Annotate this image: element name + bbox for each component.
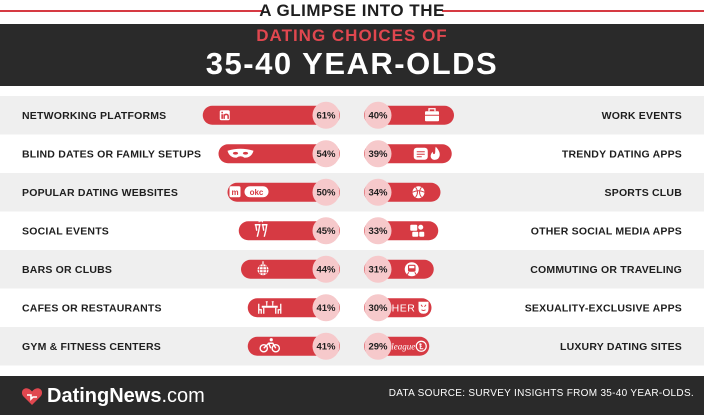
brand-main: DatingNews [47,384,162,407]
linkedin-icon [219,110,230,121]
right-row-2: 34% SPORTS CLUB [352,173,704,212]
value-bubble [364,140,392,168]
left-row-4: 44% BARS OR CLUBS [0,250,352,289]
left-row-2: 50% POPULAR DATING WEBSITES m okc [0,173,352,212]
heart-logo-icon [21,388,43,405]
ball-icon [412,186,425,199]
value-label: 39% [368,149,388,160]
mask-icon [227,148,254,158]
value-bubble [364,332,392,360]
value-bubble [312,255,340,283]
her-app-icon: HER [392,301,429,314]
value-label: 45% [316,226,336,237]
value-bubble [364,217,392,245]
bar [202,105,340,125]
category-label: SPORTS CLUB [605,187,683,199]
value-label: 31% [368,265,388,276]
subtitle: DATING CHOICES OF [256,26,448,45]
left-row-0: 61% NETWORKING PLATFORMS [0,96,352,135]
category-label: COMMUTING OR TRAVELING [530,264,682,276]
right-row-3: 33% OTHER SOCIAL MEDIA APPS [364,217,682,245]
category-label: OTHER SOCIAL MEDIA APPS [531,226,682,238]
right-row-0: 40% WORK EVENTS [352,96,704,135]
dating-sites-icon: m okc [229,186,269,198]
value-label: 44% [316,265,336,276]
value-label: 30% [368,303,388,314]
pretitle: A GLIMPSE INTO THE [259,1,445,20]
value-bubble [312,217,340,245]
category-label: BARS OR CLUBS [22,264,112,276]
brand-name: DatingNews.com [47,385,205,408]
value-label: 50% [316,188,336,199]
footer: DatingNews.com DATA SOURCE: SURVEY INSIG… [0,376,704,415]
value-label: 54% [316,149,336,160]
category-label: SEXUALITY-EXCLUSIVE APPS [525,303,682,315]
value-label: 40% [368,111,388,122]
value-bubble [364,294,392,322]
value-label: 61% [316,111,336,122]
value-bubble [312,140,340,168]
left-row-5: 41% CAFES OR RESTAURANTS [22,294,340,322]
category-label: LUXURY DATING SITES [560,341,682,353]
her-app-text: HER [392,302,416,314]
train-icon [404,262,419,277]
value-label: 41% [316,342,336,353]
value-label: 34% [368,188,388,199]
league-text: league [391,341,415,351]
the-league-icon: league [391,340,427,352]
cheers-icon [254,219,268,237]
dinner-table-icon [258,301,282,314]
title-banner: DATING CHOICES OF 35-40 YEAR-OLDS [0,24,704,86]
title-rule-left [0,10,262,12]
right-row-4: 31% COMMUTING OR TRAVELING [352,250,704,289]
value-bubble [312,294,340,322]
category-label: TRENDY DATING APPS [562,149,682,161]
page-title: 35-40 YEAR-OLDS [205,46,499,81]
category-label: WORK EVENTS [602,110,682,122]
left-row-6: 41% GYM & FITNESS CENTERS [0,327,352,366]
right-row-6: 29% LUXURY DATING SITES league [352,327,704,366]
disco-ball-icon [257,261,269,276]
category-label: BLIND DATES OR FAMILY SETUPS [22,149,201,161]
value-label: 33% [368,226,388,237]
category-label: CAFES OR RESTAURANTS [22,303,162,315]
category-label: GYM & FITNESS CENTERS [22,341,161,353]
value-label: 41% [316,303,336,314]
bar-chart: 61% NETWORKING PLATFORMS 54% BLIND DATES OR… [0,96,704,366]
dating-apps-icon [413,146,440,160]
briefcase-icon [425,108,439,122]
social-media-icon [410,224,425,237]
category-label: SOCIAL EVENTS [22,226,109,238]
cycling-icon [259,338,281,353]
right-row-1: 39% TRENDY DATING APPS [364,140,682,168]
value-bubble [364,255,392,283]
category-label: NETWORKING PLATFORMS [22,110,166,122]
value-label: 29% [368,342,388,353]
brand-logo: DatingNews.com [20,382,205,410]
right-row-5: 30% SEXUALITY-EXCLUSIVE APPS HER [364,294,682,322]
title-rule-right [442,10,704,12]
left-row-3: 45% SOCIAL EVENTS [22,217,340,245]
svg-text:m: m [231,188,238,197]
left-row-1: 54% BLIND DATES OR FAMILY SETUPS [22,140,340,168]
value-bubble [312,101,340,129]
brand-suffix: .com [161,384,205,407]
value-bubble [364,178,392,206]
data-source: DATA SOURCE: SURVEY INSIGHTS FROM 35-40 … [388,388,694,399]
bar [218,144,340,164]
svg-text:okc: okc [250,188,264,197]
value-bubble [364,101,392,129]
category-label: POPULAR DATING WEBSITES [22,187,178,199]
value-bubble [312,178,340,206]
value-bubble [312,332,340,360]
